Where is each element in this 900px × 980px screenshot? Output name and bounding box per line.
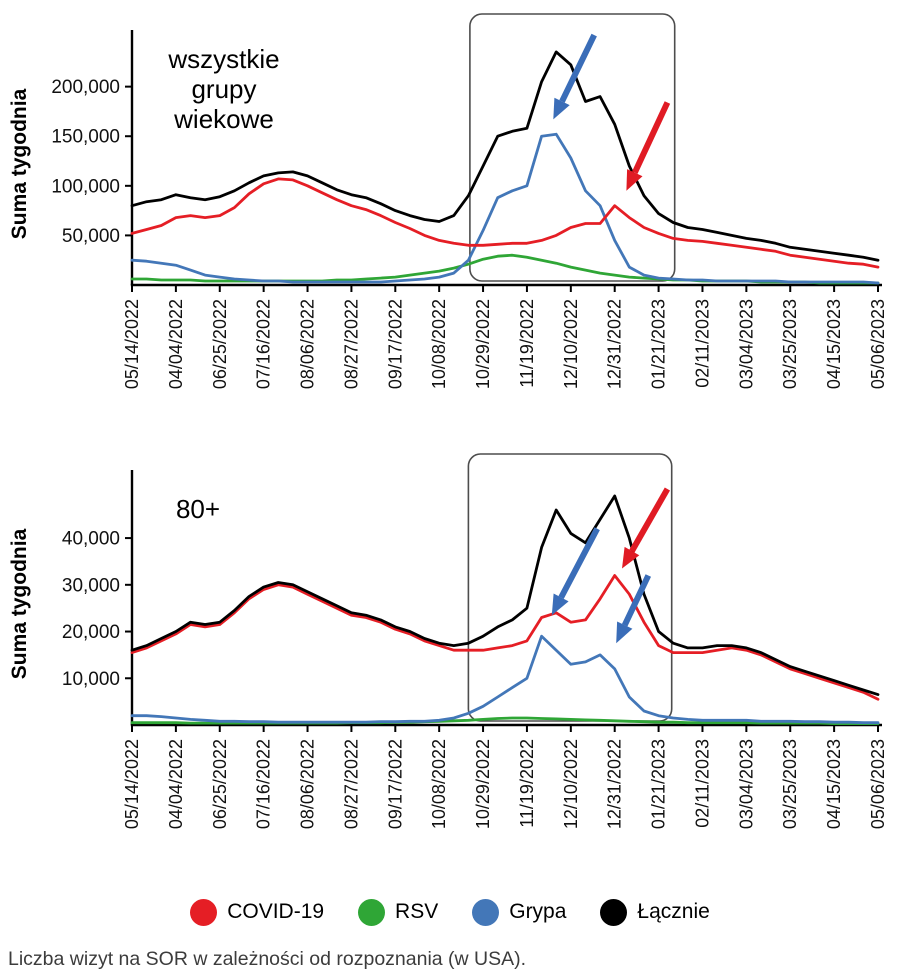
- x-tick-label: 09/17/2022: [385, 299, 405, 389]
- annotation-arrow: [632, 101, 671, 174]
- x-tick-label: 08/06/2022: [298, 739, 318, 829]
- series-line-covid-19: [130, 177, 880, 269]
- x-tick-label: 02/11/2023: [692, 299, 712, 388]
- x-tick-label: 03/25/2023: [780, 299, 800, 389]
- chart-80-plus-canvas: 10,000 20,000 30,000 40,000 05/14/2022 04/04/…: [8, 453, 888, 829]
- x-tick-label: 06/25/2022: [210, 299, 230, 389]
- legend-item-grypa: Grypa: [472, 898, 567, 926]
- x-tick-label: 03/04/2023: [736, 299, 756, 389]
- lacznie-dot-icon: [600, 898, 628, 926]
- x-tick-label: 05/14/2022: [122, 299, 142, 389]
- annotation-arrowhead: [622, 546, 640, 569]
- grypa-dot-icon: [472, 898, 500, 926]
- x-tick-label: 04/04/2022: [166, 299, 186, 389]
- x-tick-label: 10/29/2022: [473, 299, 493, 389]
- y-tick-label: 20,000: [62, 622, 120, 643]
- rsv-dot-icon: [358, 898, 386, 926]
- highlight-box: [469, 13, 676, 282]
- x-tick-label: 09/17/2022: [385, 739, 405, 829]
- x-tick-label: 02/11/2023: [692, 739, 712, 828]
- x-tick-label: 04/15/2023: [824, 739, 844, 829]
- annotation-arrowhead: [626, 169, 643, 191]
- y-tick-label: 10,000: [62, 669, 120, 690]
- series-line-lacznie: [130, 50, 880, 262]
- x-tick-label: 05/06/2023: [868, 739, 888, 829]
- x-tick-label: 12/10/2022: [561, 299, 581, 389]
- chart-title: 80+: [176, 494, 220, 524]
- annotation-arrowhead: [551, 593, 569, 616]
- legend-label-covid-19: COVID-19: [227, 900, 325, 923]
- legend-label-rsv: RSV: [395, 900, 439, 923]
- legend: COVID-19 RSV Grypa Łącznie: [0, 888, 900, 936]
- x-tick-label: 05/14/2022: [122, 739, 142, 829]
- y-tick-label: 200,000: [51, 77, 120, 98]
- x-tick-label: 10/08/2022: [429, 299, 449, 389]
- x-tick-label: 12/31/2022: [605, 739, 625, 829]
- annotation-arrowhead: [616, 621, 633, 644]
- x-tick-label: 12/10/2022: [561, 739, 581, 829]
- figure-caption: Liczba wizyt na SOR w zależności od rozp…: [8, 948, 527, 970]
- x-tick-label: 08/27/2022: [341, 299, 361, 389]
- series-line-lacznie: [130, 494, 880, 697]
- legend-item-lacznie: Łącznie: [600, 898, 710, 926]
- annotation-arrow: [629, 487, 671, 553]
- series-line-grypa: [130, 132, 880, 285]
- x-tick-label: 07/16/2022: [254, 299, 274, 389]
- x-tick-label: 08/27/2022: [341, 739, 361, 829]
- annotation-arrow: [621, 574, 652, 627]
- annotation-arrowhead: [553, 97, 570, 120]
- y-axis-label: Suma tygodnia: [8, 528, 31, 679]
- legend-item-covid-19: COVID-19: [190, 898, 325, 926]
- legend-label-lacznie: Łącznie: [637, 900, 710, 923]
- x-tick-label: 01/21/2023: [649, 739, 669, 829]
- x-tick-label: 06/25/2022: [210, 739, 230, 829]
- x-tick-label: 10/08/2022: [429, 739, 449, 829]
- chart-title: wszystkie grupy wiekowe: [167, 44, 279, 134]
- x-tick-label: 01/21/2023: [649, 299, 669, 389]
- legend-item-rsv: RSV: [358, 898, 439, 926]
- highlight-box: [467, 453, 673, 722]
- x-tick-label: 11/19/2022: [517, 299, 537, 388]
- x-tick-label: 12/31/2022: [605, 299, 625, 389]
- y-tick-label: 150,000: [51, 127, 120, 148]
- y-tick-label: 40,000: [62, 529, 120, 550]
- chart-80-plus: 10,000 20,000 30,000 40,000 05/14/2022 04/04/…: [0, 444, 900, 884]
- annotation-arrow: [559, 33, 597, 103]
- x-tick-label: 10/29/2022: [473, 739, 493, 829]
- x-tick-label: 04/15/2023: [824, 299, 844, 389]
- y-tick-label: 100,000: [51, 176, 120, 197]
- x-tick-label: 04/04/2022: [166, 739, 186, 829]
- series-line-covid-19: [130, 574, 880, 701]
- x-tick-label: 08/06/2022: [298, 299, 318, 389]
- legend-label-grypa: Grypa: [509, 900, 567, 923]
- covid-19-dot-icon: [190, 898, 218, 926]
- x-tick-label: 07/16/2022: [254, 739, 274, 829]
- series-line-grypa: [130, 634, 880, 725]
- y-tick-label: 50,000: [62, 226, 120, 247]
- y-tick-label: 30,000: [62, 575, 120, 596]
- chart-all-age-groups: 50,000 100,000 150,000 200,000 05/14/2022 04/…: [0, 4, 900, 444]
- x-tick-label: 03/04/2023: [736, 739, 756, 829]
- x-tick-label: 03/25/2023: [780, 739, 800, 829]
- x-tick-label: 11/19/2022: [517, 739, 537, 828]
- chart-all-age-groups-canvas: 50,000 100,000 150,000 200,000 05/14/2022 04/…: [8, 13, 888, 389]
- x-tick-label: 05/06/2023: [868, 299, 888, 389]
- y-axis-label: Suma tygodnia: [8, 88, 31, 239]
- annotation-arrow: [558, 527, 600, 599]
